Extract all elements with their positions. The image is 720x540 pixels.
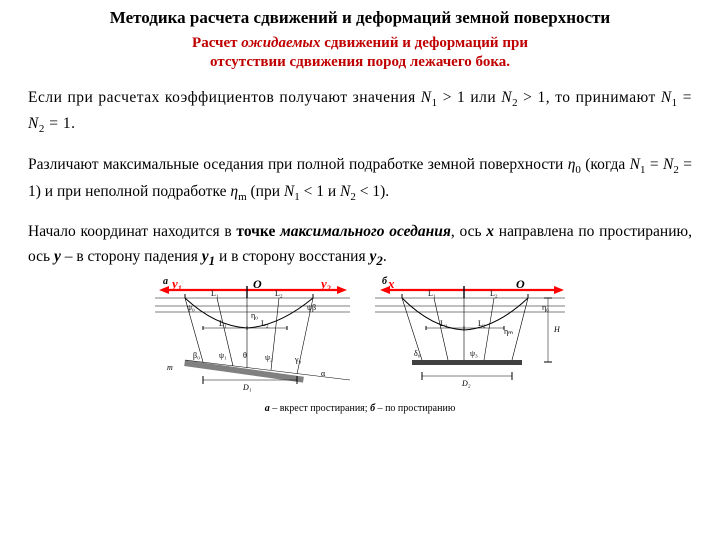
txt: < 1 и bbox=[300, 183, 340, 200]
svg-text:y2: y2 bbox=[319, 276, 331, 293]
txt: < 1). bbox=[356, 183, 389, 200]
txt: = bbox=[646, 156, 664, 173]
sym-N1: N1 bbox=[630, 156, 646, 173]
svg-text:ψ₃: ψ₃ bbox=[470, 349, 478, 358]
svg-text:L₂: L₂ bbox=[261, 319, 269, 328]
svg-text:O: O bbox=[253, 277, 262, 291]
svg-text:L₁: L₁ bbox=[440, 319, 448, 328]
paragraph-1: Если при расчетах коэффициентов получают… bbox=[28, 86, 692, 139]
panel-b: O x б L₁ L₂ η₀ ηₘ H bbox=[375, 276, 565, 388]
svg-text:η₀: η₀ bbox=[251, 311, 258, 320]
svg-text:D₁: D₁ bbox=[242, 383, 252, 392]
txt: – в сторону падения bbox=[61, 248, 202, 265]
paragraph-2: Различают максимальные оседания при полн… bbox=[28, 153, 692, 206]
txt: > 1 или bbox=[438, 89, 502, 106]
sym-N1: N1 bbox=[421, 89, 438, 106]
svg-text:ψ₁: ψ₁ bbox=[219, 351, 227, 360]
sub-part: сдвижений и деформаций при bbox=[320, 35, 528, 51]
sym-N1: N1 bbox=[661, 89, 678, 106]
txt: = bbox=[678, 89, 692, 106]
figure-caption: а – вкрест простирания; б – по простиран… bbox=[28, 403, 692, 414]
svg-text:H: H bbox=[553, 325, 561, 334]
sym-N2: N2 bbox=[28, 115, 45, 132]
sym-N1: N1 bbox=[284, 183, 300, 200]
sub-part-it: ожидаемых bbox=[241, 35, 320, 51]
txt: , ось bbox=[451, 223, 486, 240]
sub-part: отсутствии сдвижения пород лежачего бока… bbox=[210, 54, 510, 70]
svg-text:O: O bbox=[516, 277, 525, 291]
svg-text:L₂: L₂ bbox=[490, 289, 498, 298]
svg-text:y1: y1 bbox=[170, 276, 182, 293]
panel-a: O y1 y2 а L₁ L₂ ψ₀ η₀ ψβ bbox=[155, 276, 350, 392]
svg-text:θ: θ bbox=[243, 351, 247, 360]
svg-text:L₁: L₁ bbox=[428, 289, 436, 298]
sym-x: x bbox=[486, 223, 494, 240]
sym-y1: y1 bbox=[202, 248, 215, 265]
svg-text:x: x bbox=[387, 276, 395, 291]
svg-text:L₂: L₂ bbox=[478, 319, 486, 328]
svg-text:а: а bbox=[163, 276, 168, 287]
sym-y2: y2 bbox=[369, 248, 382, 265]
svg-text:ηₘ: ηₘ bbox=[504, 327, 513, 336]
sym-etam: ηm bbox=[230, 183, 246, 200]
svg-text:ψ₀: ψ₀ bbox=[187, 303, 195, 312]
cap-txt: – по простиранию bbox=[375, 403, 455, 414]
txt: . bbox=[383, 248, 387, 265]
figure: O y1 y2 а L₁ L₂ ψ₀ η₀ ψβ bbox=[28, 276, 692, 414]
txt: > 1, то принимают bbox=[518, 89, 661, 106]
txt: = 1. bbox=[45, 115, 76, 132]
txt: Если при расчетах коэффициентов получают… bbox=[28, 89, 421, 106]
svg-text:m: m bbox=[167, 363, 173, 372]
txt: (когда bbox=[581, 156, 630, 173]
page-title: Методика расчета сдвижений и деформаций … bbox=[28, 8, 692, 28]
txt: и в сторону восстания bbox=[215, 248, 369, 265]
svg-text:δ₀: δ₀ bbox=[414, 349, 421, 358]
txt-bold: точке bbox=[236, 223, 280, 240]
svg-text:ψ₂: ψ₂ bbox=[265, 353, 273, 362]
svg-text:L₂: L₂ bbox=[275, 289, 283, 298]
svg-text:α: α bbox=[321, 369, 326, 378]
sym-eta0: η0 bbox=[568, 156, 581, 173]
sym-N2: N2 bbox=[501, 89, 518, 106]
svg-text:β₀: β₀ bbox=[193, 351, 200, 360]
subtitle: Расчет ожидаемых сдвижений и деформаций … bbox=[28, 34, 692, 72]
txt: Различают максимальные оседания при полн… bbox=[28, 156, 568, 173]
txt: (при bbox=[247, 183, 284, 200]
txt-bolditalic: максимального оседания bbox=[280, 223, 451, 240]
svg-text:L₁: L₁ bbox=[219, 319, 227, 328]
cap-txt: – вкрест простирания; bbox=[270, 403, 370, 414]
sym-y: y bbox=[54, 248, 61, 265]
svg-text:γ₀: γ₀ bbox=[294, 355, 302, 364]
diagram-svg: O y1 y2 а L₁ L₂ ψ₀ η₀ ψβ bbox=[145, 276, 575, 396]
txt: Начало координат находится в bbox=[28, 223, 236, 240]
sym-N2: N2 bbox=[340, 183, 356, 200]
svg-text:L₁: L₁ bbox=[211, 289, 219, 298]
paragraph-3: Начало координат находится в точке макси… bbox=[28, 220, 692, 272]
svg-text:D₂: D₂ bbox=[461, 379, 471, 388]
sym-N2: N2 bbox=[663, 156, 679, 173]
sub-part: Расчет bbox=[192, 35, 241, 51]
